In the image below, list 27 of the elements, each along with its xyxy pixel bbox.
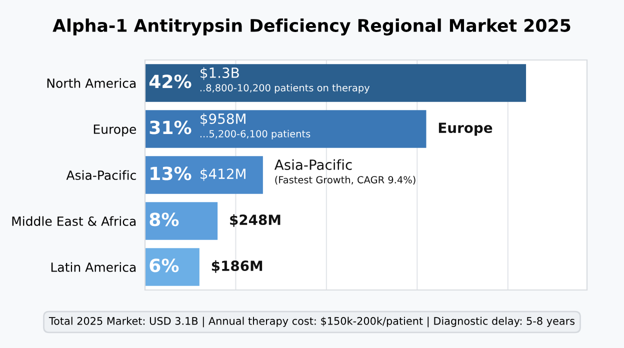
bar [145,156,263,194]
text: Total 2025 Market: USD 3.1B | Annual therapy cost: $150k-200k/patient | Diagnostic delay: 5-8 years [48,316,575,328]
annotation: Asia-Pacific [274,159,352,170]
annotation: ..8,800-10,200 patients on therapy [200,84,370,94]
data-label: 13% [150,166,192,180]
data-label: 6% [150,258,179,272]
annotation: (Fastest Growth, CAGR 9.4%) [275,176,416,185]
data-label: 42% [149,74,192,88]
annotation: $958M [200,113,246,126]
chart-title: Alpha-1 Antitrypsin Deficiency Regional Market 2025 [52,18,570,36]
bar [145,248,200,286]
annotation: $186M [212,260,262,273]
y-tick-label: North America [47,78,136,88]
y-tick-label: Asia-Pacific [66,170,136,180]
data-label: 8% [150,212,179,226]
annotation: $1.3B [200,67,239,80]
annotation: ...5,200-6,100 patients [200,130,310,140]
y-tick-label: Latin America [51,262,136,272]
y-tick-label: Europe [94,124,136,136]
annotation: Europe [438,122,492,136]
data-label: 31% [150,120,192,134]
y-tick-label: Middle East & Africa [12,216,136,226]
bar [145,202,218,240]
annotation: $248M [230,214,280,227]
bar [145,64,526,102]
annotation: $412M [200,168,246,181]
bar [145,110,426,148]
